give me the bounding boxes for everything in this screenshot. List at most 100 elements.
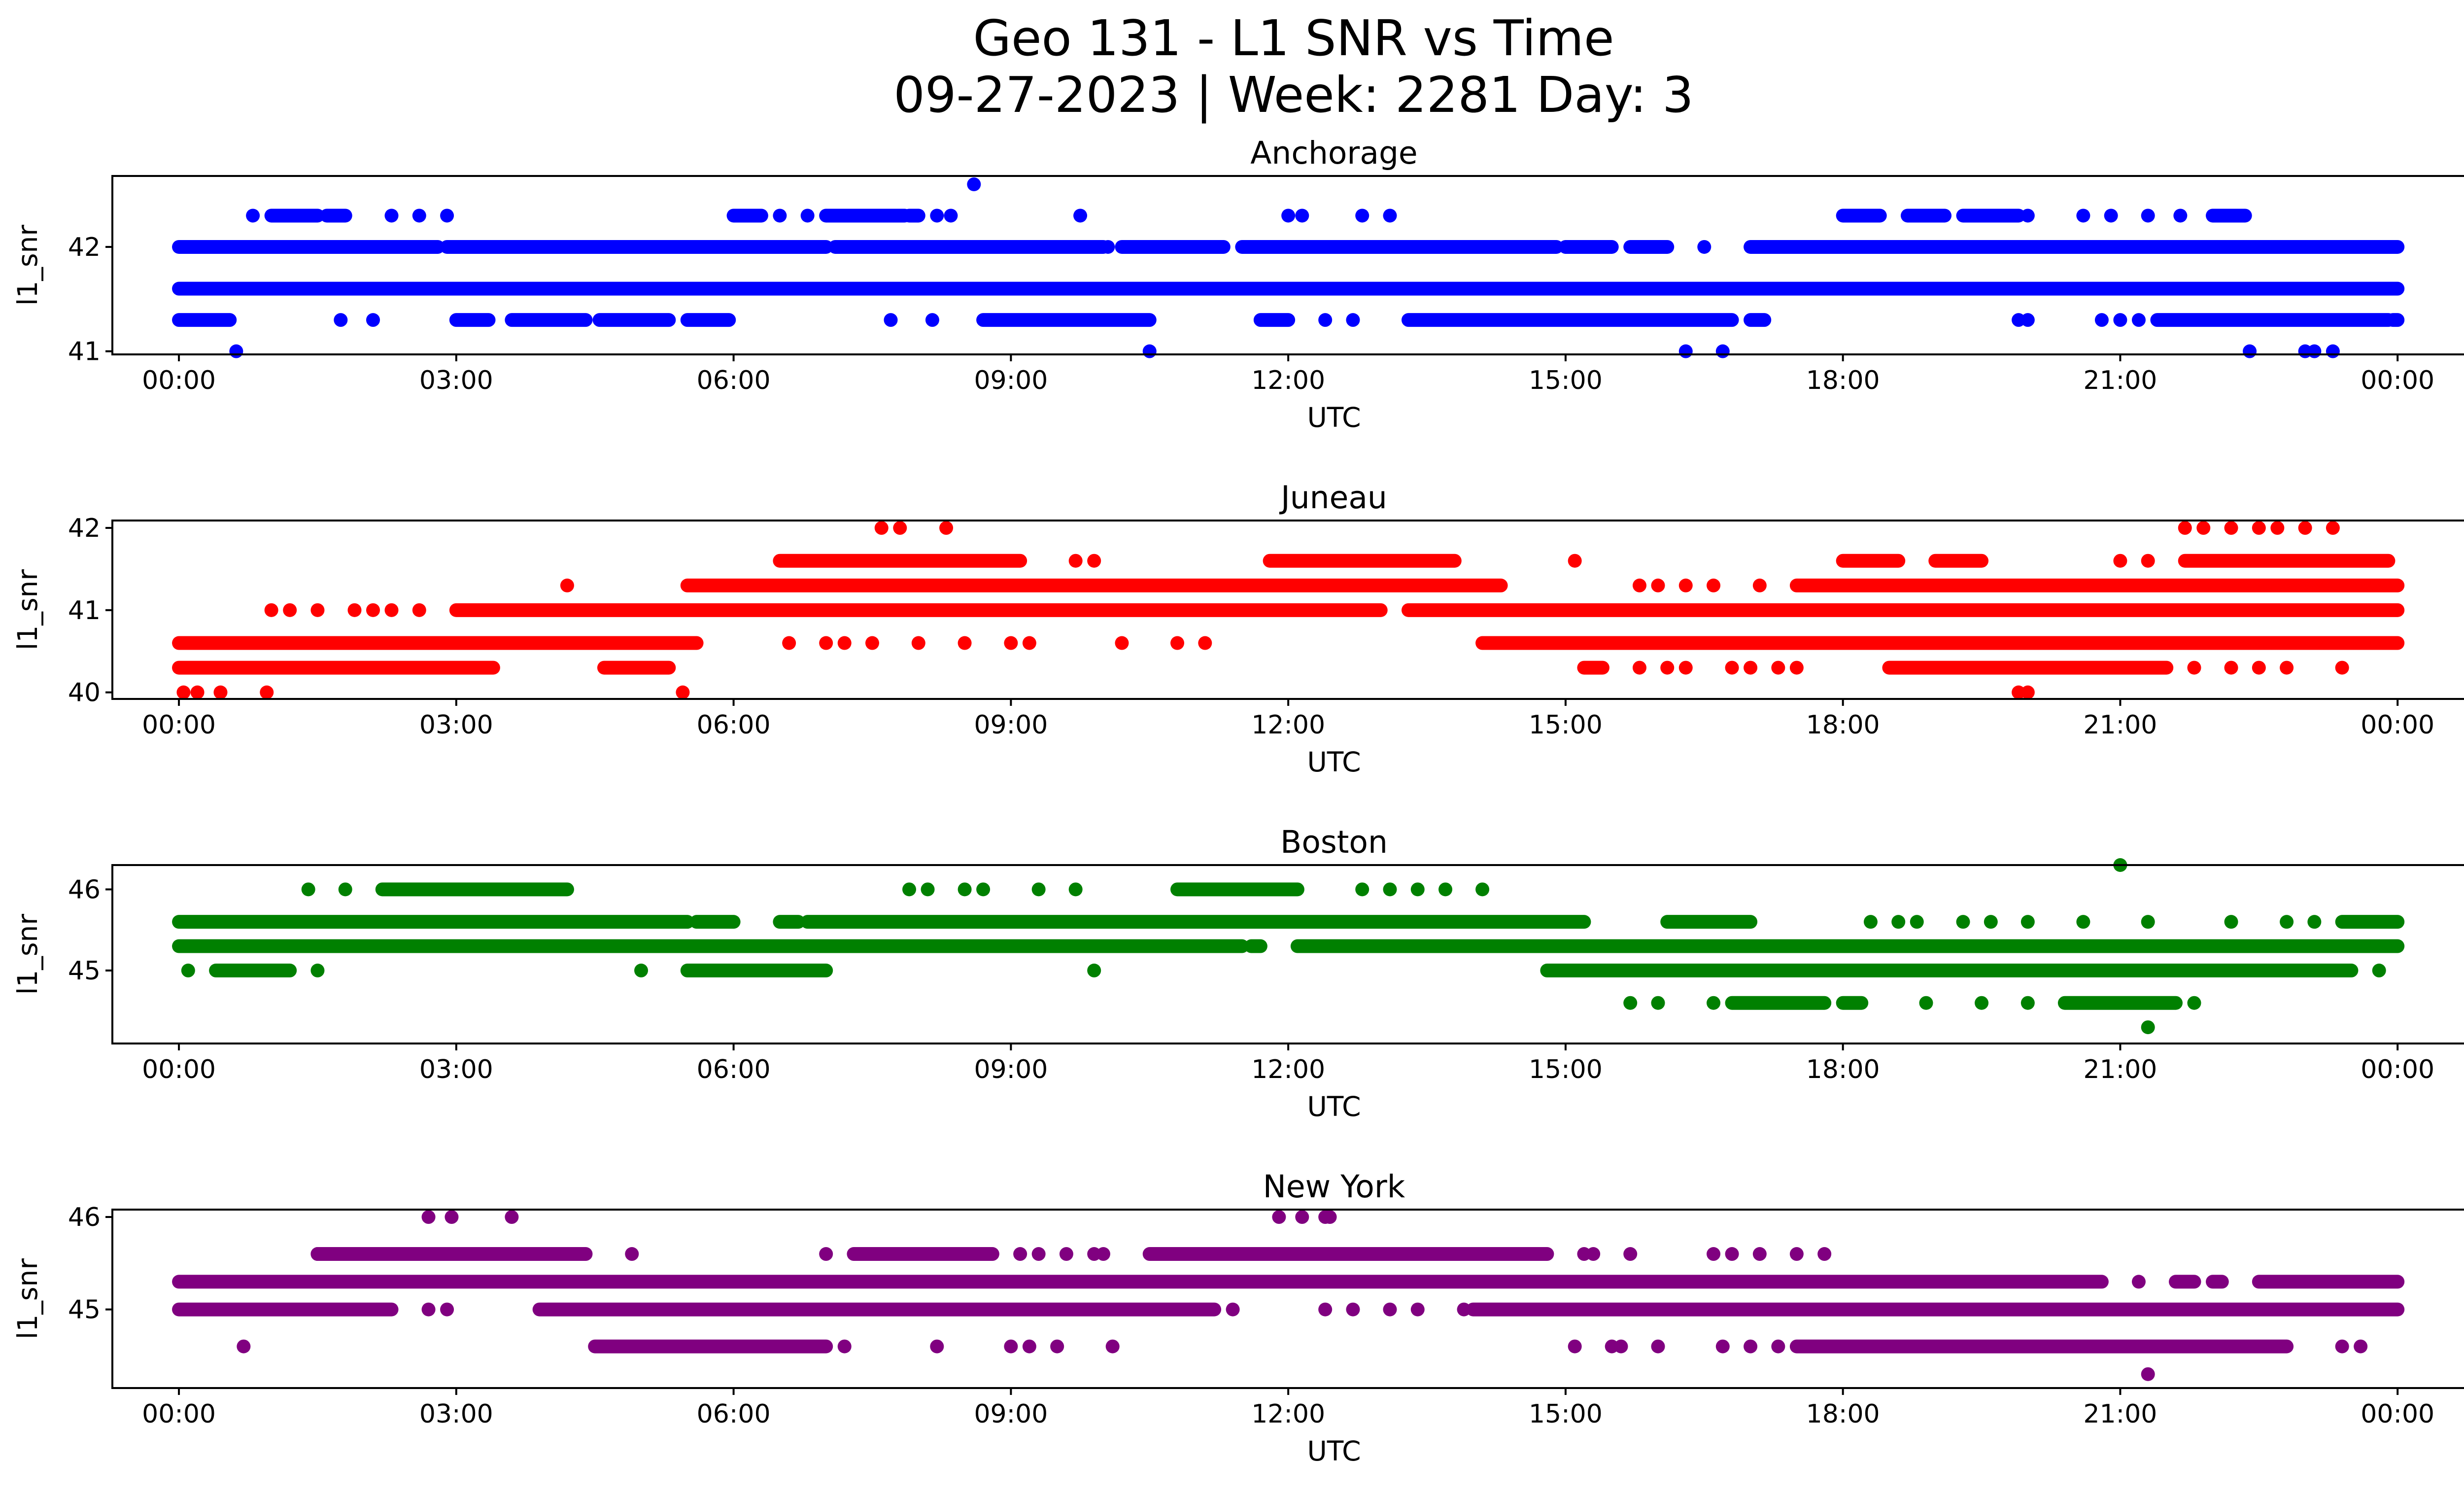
data-point	[893, 521, 907, 535]
panel-title: Juneau	[1279, 480, 1387, 516]
data-point	[1013, 1247, 1027, 1261]
axes-frame	[111, 864, 2464, 1044]
x-tick-label: 15:00	[1529, 1399, 1603, 1429]
data-point	[560, 578, 574, 592]
data-point	[837, 1339, 852, 1354]
data-point	[1707, 1247, 1721, 1261]
data-point	[283, 603, 297, 617]
data-point	[229, 344, 243, 358]
data-point	[213, 685, 228, 699]
x-tick-label: 15:00	[1529, 710, 1603, 740]
y-tick-label: 40	[68, 678, 101, 708]
x-tick-label: 09:00	[974, 366, 1048, 395]
data-point	[944, 209, 958, 223]
x-tick-label: 18:00	[1806, 710, 1880, 740]
data-point	[1022, 636, 1036, 650]
data-point	[2326, 521, 2340, 535]
y-tick-label: 41	[68, 596, 101, 626]
data-point	[1919, 996, 1933, 1010]
data-point	[2298, 521, 2312, 535]
data-point	[2141, 1020, 2155, 1035]
data-point	[1744, 1339, 1758, 1354]
data-point	[2141, 915, 2155, 929]
data-point	[2224, 661, 2238, 675]
data-point	[310, 963, 325, 977]
series-points	[172, 521, 2405, 699]
data-point	[2076, 915, 2090, 929]
data-point	[1318, 313, 1333, 327]
data-point	[1725, 661, 1739, 675]
x-tick-label: 12:00	[1251, 710, 1325, 740]
x-axis-label: UTC	[1307, 1435, 1361, 1467]
data-point	[1096, 1247, 1110, 1261]
x-tick-label: 03:00	[419, 1399, 493, 1429]
data-point	[874, 521, 889, 535]
data-point	[190, 685, 205, 699]
data-point	[1623, 1247, 1638, 1261]
data-point	[1715, 344, 1730, 358]
data-point	[440, 209, 454, 223]
data-point	[1087, 554, 1101, 568]
x-tick-label: 00:00	[142, 366, 216, 395]
data-point	[2131, 313, 2146, 327]
data-point	[1142, 344, 1157, 358]
y-axis-label: l1_snr	[12, 225, 43, 306]
data-point	[1956, 915, 1970, 929]
data-point	[1975, 996, 1989, 1010]
data-point	[1789, 1247, 1804, 1261]
y-tick-label: 45	[68, 1295, 101, 1325]
data-point	[1744, 661, 1758, 675]
data-point	[1198, 636, 1212, 650]
y-axis-label: l1_snr	[12, 1258, 43, 1339]
data-point	[2187, 661, 2201, 675]
data-point	[911, 636, 925, 650]
data-point	[930, 1339, 944, 1354]
data-point	[976, 882, 991, 897]
data-point	[2094, 313, 2109, 327]
data-point	[967, 177, 981, 191]
x-tick-label: 00:00	[2361, 366, 2434, 395]
data-point	[1623, 996, 1638, 1010]
data-point	[902, 882, 917, 897]
data-point	[1295, 1210, 1309, 1224]
data-point	[1383, 882, 1397, 897]
data-point	[884, 313, 898, 327]
x-tick-label: 21:00	[2084, 1055, 2157, 1084]
data-point	[1651, 996, 1665, 1010]
x-tick-label: 21:00	[2084, 710, 2157, 740]
y-tick-label: 46	[68, 1203, 101, 1232]
data-point	[1410, 882, 1425, 897]
data-point	[1346, 1302, 1360, 1317]
data-point	[2280, 915, 2294, 929]
data-point	[1725, 1247, 1739, 1261]
data-point	[1707, 578, 1721, 592]
data-point	[2252, 661, 2266, 675]
data-point	[2372, 963, 2386, 977]
data-point	[1678, 578, 1693, 592]
data-point	[2243, 344, 2257, 358]
data-point	[1752, 1247, 1767, 1261]
y-tick-label: 46	[68, 875, 101, 904]
data-point	[1651, 578, 1665, 592]
panel-new-york: New York 00:00 03:00 06:00 09:00 12:00 15:00 18…	[12, 1169, 2464, 1467]
data-point	[2270, 521, 2285, 535]
data-point	[2335, 1339, 2349, 1354]
data-point	[2307, 344, 2322, 358]
data-point	[1170, 636, 1185, 650]
axes-frame	[111, 1209, 2464, 1389]
data-point	[1789, 661, 1804, 675]
data-point	[1031, 1247, 1046, 1261]
data-point	[1771, 661, 1785, 675]
x-tick-label: 21:00	[2084, 1399, 2157, 1429]
data-point	[1355, 209, 1369, 223]
data-point	[1891, 915, 1906, 929]
data-point	[310, 603, 325, 617]
data-point	[1632, 578, 1646, 592]
data-point	[2335, 661, 2349, 675]
data-point	[2224, 521, 2238, 535]
data-point	[921, 882, 935, 897]
y-axis-label: l1_snr	[12, 569, 43, 650]
data-point	[2113, 313, 2127, 327]
data-point	[782, 636, 796, 650]
data-point	[1004, 1339, 1018, 1354]
